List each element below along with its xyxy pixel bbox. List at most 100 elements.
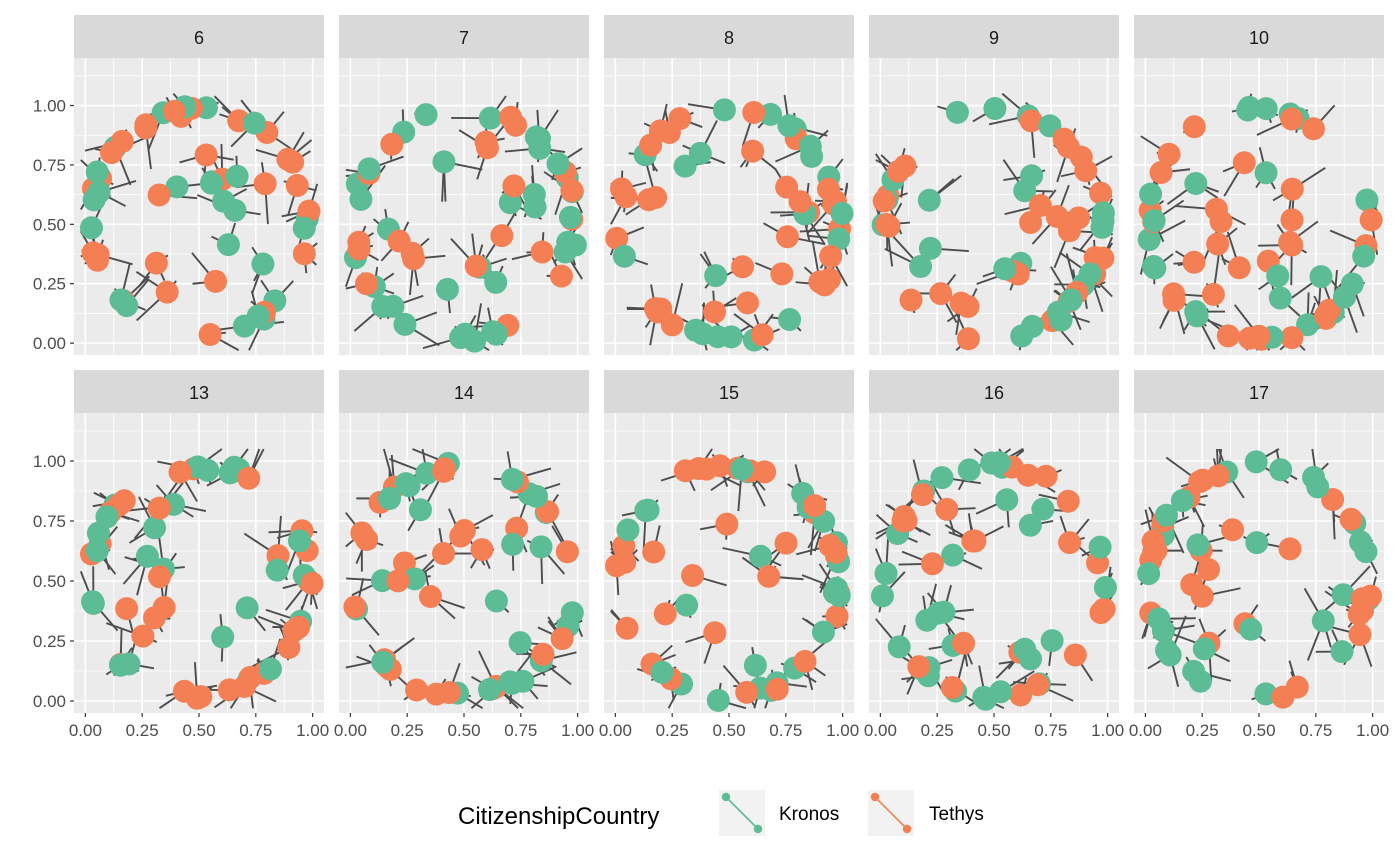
node-tethys xyxy=(1141,529,1165,553)
node-kronos xyxy=(1245,531,1269,555)
node-kronos xyxy=(79,216,103,240)
x-tick-label: 1.00 xyxy=(561,721,594,740)
facet-strip xyxy=(74,15,324,58)
node-kronos xyxy=(1154,503,1178,527)
node-tethys xyxy=(504,113,528,137)
node-tethys xyxy=(1221,518,1245,542)
facet-strip xyxy=(339,370,589,413)
node-kronos xyxy=(616,518,640,542)
node-kronos xyxy=(1237,95,1261,119)
node-tethys xyxy=(1182,250,1206,274)
node-tethys xyxy=(1271,685,1295,709)
node-tethys xyxy=(1016,463,1040,487)
node-kronos xyxy=(706,688,730,712)
legend-entry-tethys: Tethys xyxy=(868,790,984,836)
node-tethys xyxy=(1247,324,1271,348)
panel-9: 9 xyxy=(869,15,1119,355)
legend-title: CitizenshipCountry xyxy=(458,803,659,830)
facet-strip-label: 10 xyxy=(1249,28,1269,48)
node-tethys xyxy=(614,185,638,209)
node-tethys xyxy=(1280,107,1304,131)
facet-strip-label: 8 xyxy=(724,28,734,48)
node-kronos xyxy=(1185,304,1209,328)
panel-15: 15 0.00 0.25 0.50 0.75 1.00 xyxy=(599,370,859,740)
node-kronos xyxy=(1331,583,1355,607)
node-kronos xyxy=(484,589,508,613)
node-tethys xyxy=(750,323,774,347)
facet-strip xyxy=(604,370,854,413)
node-kronos xyxy=(223,198,247,222)
node-tethys xyxy=(775,175,799,199)
node-tethys xyxy=(134,113,158,137)
node-tethys xyxy=(253,172,277,196)
node-tethys xyxy=(1019,210,1043,234)
panel-nodes xyxy=(344,103,587,353)
node-kronos xyxy=(930,466,954,490)
node-tethys xyxy=(449,524,473,548)
y-tick-label: 1.00 xyxy=(33,452,66,471)
node-kronos xyxy=(86,521,110,545)
facet-strip-label: 17 xyxy=(1249,383,1269,403)
node-tethys xyxy=(1359,208,1383,232)
node-kronos xyxy=(235,596,259,620)
node-kronos xyxy=(511,669,535,693)
facet-panels: 6 0.00 0.25 0.50 0.75 1.00 7 8 9 10 13 0.00 0.25 0.50… xyxy=(33,15,1389,740)
node-tethys xyxy=(470,538,494,562)
node-kronos xyxy=(1355,188,1379,212)
facet-strip-label: 7 xyxy=(459,28,469,48)
node-kronos xyxy=(612,244,636,268)
node-kronos xyxy=(501,532,525,556)
node-kronos xyxy=(529,535,553,559)
node-kronos xyxy=(719,325,743,349)
x-tick-label: 1.00 xyxy=(826,721,859,740)
node-kronos xyxy=(1155,638,1179,662)
node-tethys xyxy=(148,565,172,589)
node-kronos xyxy=(825,576,849,600)
x-tick-label: 0.75 xyxy=(769,721,802,740)
node-tethys xyxy=(1206,232,1230,256)
node-tethys xyxy=(775,225,799,249)
facet-strip xyxy=(604,15,854,58)
x-tick-label: 1.00 xyxy=(1091,721,1124,740)
node-tethys xyxy=(152,596,176,620)
node-kronos xyxy=(117,652,141,676)
node-kronos xyxy=(1254,682,1278,706)
node-kronos xyxy=(778,308,802,332)
legend-label-kronos: Kronos xyxy=(779,804,839,825)
node-tethys xyxy=(560,179,584,203)
node-tethys xyxy=(1206,464,1230,488)
node-kronos xyxy=(957,458,981,482)
node-kronos xyxy=(1352,244,1376,268)
node-tethys xyxy=(1028,193,1052,217)
node-tethys xyxy=(819,244,843,268)
legend-key-point xyxy=(902,824,912,834)
node-kronos xyxy=(1078,262,1102,286)
node-kronos xyxy=(432,150,456,174)
node-tethys xyxy=(355,272,379,296)
x-tick-label: 0.25 xyxy=(1186,721,1219,740)
node-kronos xyxy=(135,544,159,568)
node-kronos xyxy=(798,134,822,158)
legend-key-line xyxy=(725,796,759,830)
facet-strip-label: 16 xyxy=(984,383,1004,403)
node-kronos xyxy=(874,561,898,585)
node-tethys xyxy=(910,483,934,507)
panel-16: 16 0.00 0.25 0.50 0.75 1.00 xyxy=(864,370,1124,740)
node-tethys xyxy=(1350,599,1374,623)
y-tick-label: 0.25 xyxy=(33,275,66,294)
node-tethys xyxy=(736,291,760,315)
node-kronos xyxy=(378,487,402,511)
node-kronos xyxy=(1040,629,1064,653)
node-kronos xyxy=(408,498,432,522)
panel-nodes xyxy=(871,97,1115,351)
node-tethys xyxy=(387,229,411,253)
node-tethys xyxy=(605,554,629,578)
y-tick-label: 0.75 xyxy=(33,156,66,175)
panel-6: 6 0.00 0.25 0.50 0.75 1.00 xyxy=(33,15,324,355)
node-tethys xyxy=(204,269,228,293)
node-kronos xyxy=(1170,489,1194,513)
node-tethys xyxy=(168,460,192,484)
node-kronos xyxy=(748,544,772,568)
node-tethys xyxy=(1201,282,1225,306)
